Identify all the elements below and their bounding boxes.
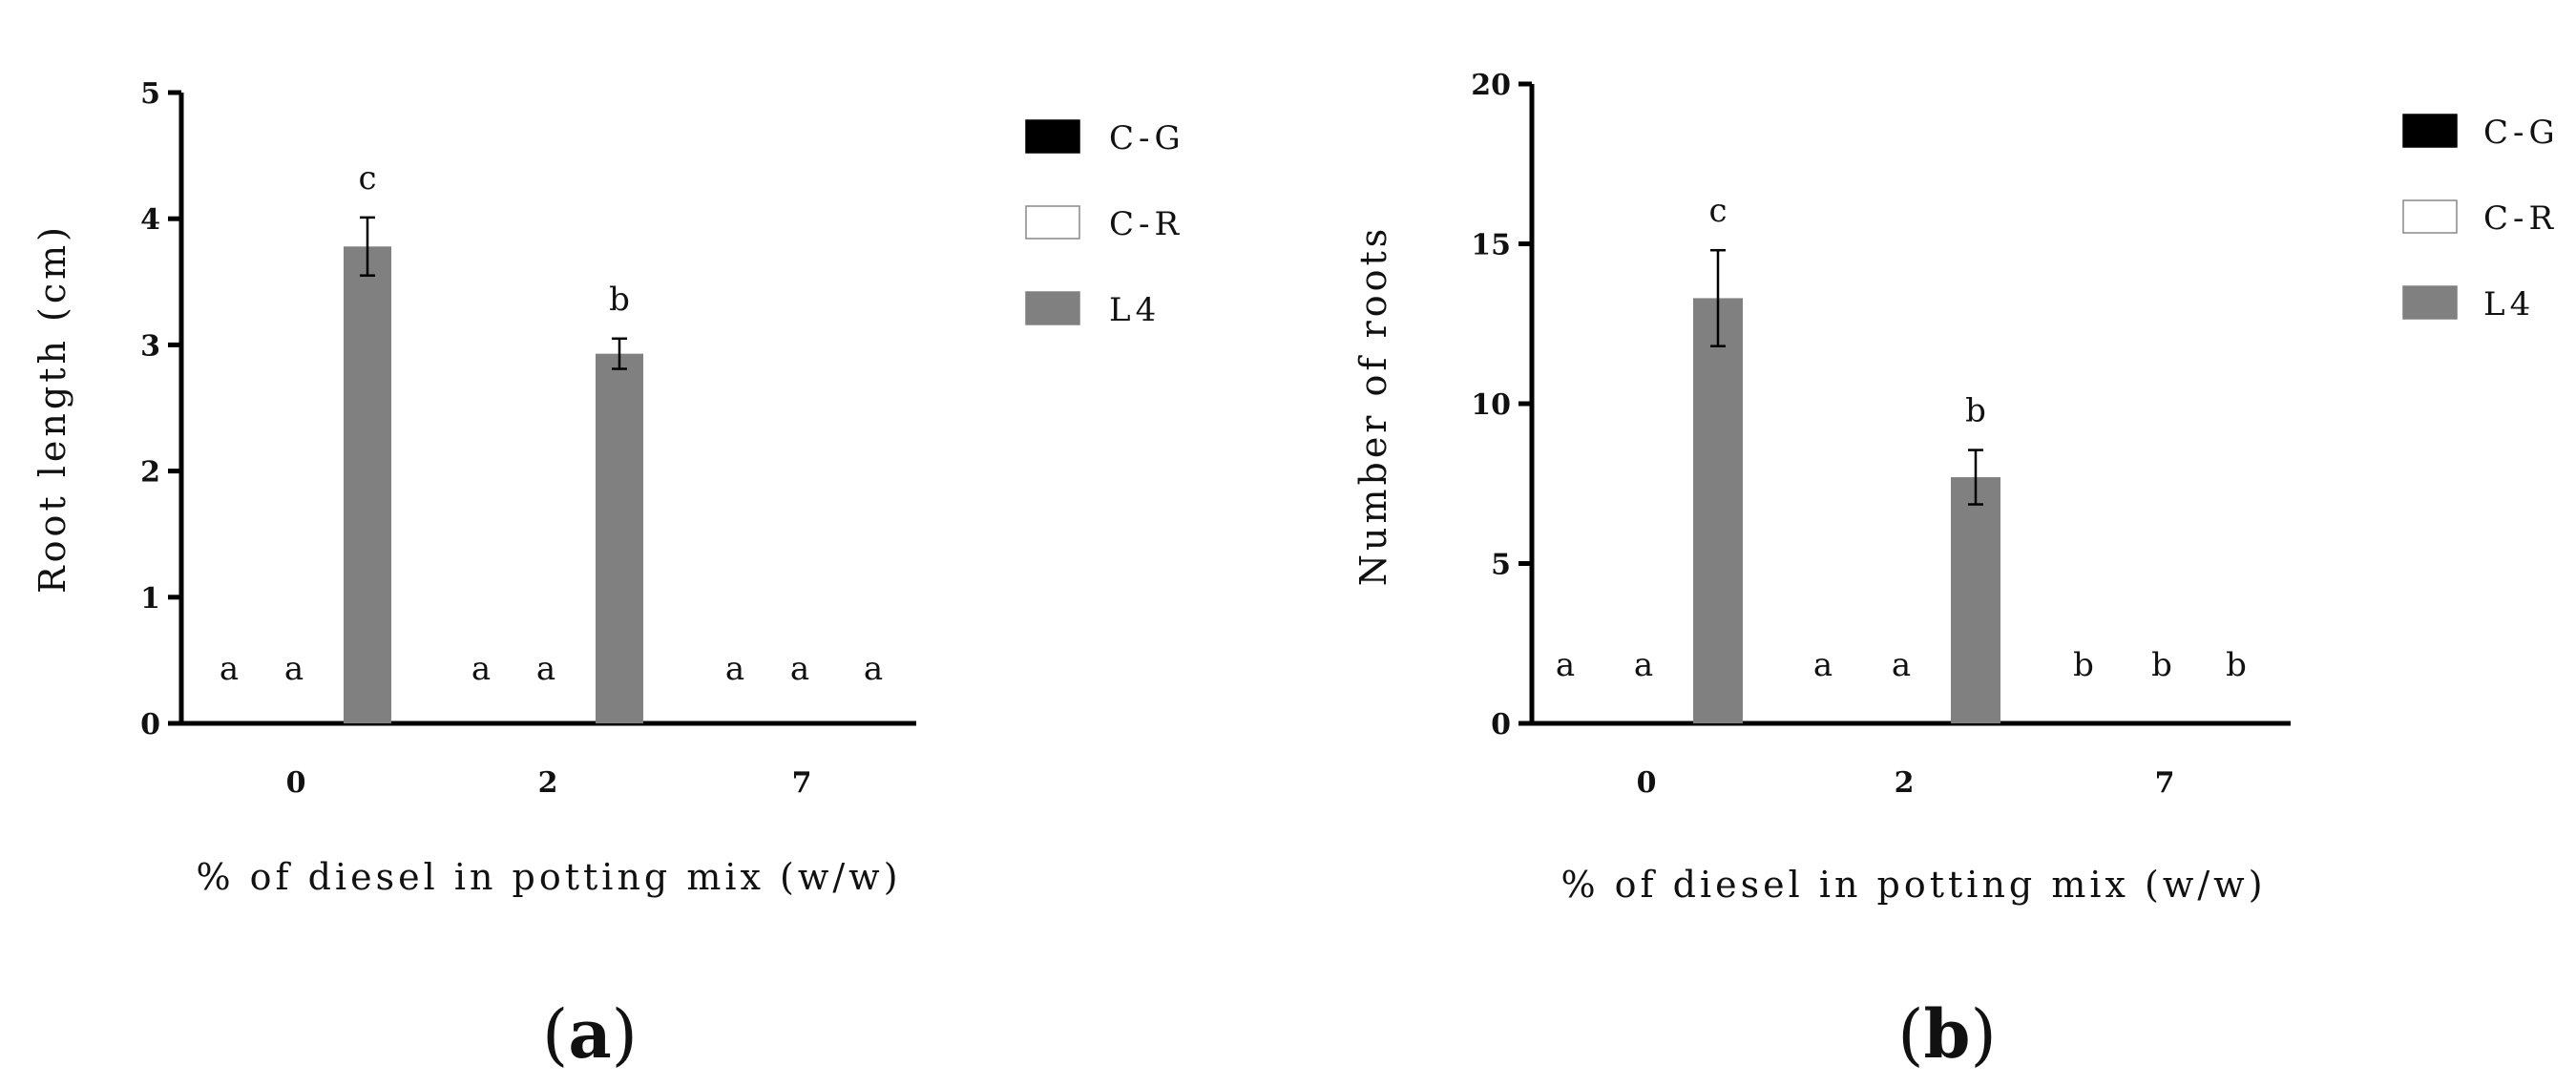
chart-a-sig-letter-l4: b — [609, 281, 630, 319]
chart-b-y-tick-label: 15 — [1471, 229, 1511, 262]
chart-a: 0 1 2 3 4 5 0 2 7 a a a a a a c b a Root length (cm) % … — [31, 77, 1185, 1074]
chart-a-x-axis-label: % of diesel in potting mix (w/w) — [196, 856, 901, 898]
chart-b-legend-label-cr: C-R — [2483, 199, 2558, 238]
chart-b-y-tick-label: 10 — [1471, 388, 1511, 422]
chart-b-y-ticks: 0 5 10 15 20 — [1471, 69, 1532, 741]
chart-b-x-ticks: 0 2 7 — [1637, 766, 2175, 800]
chart-a-sig-letter-cg: a — [725, 650, 744, 688]
chart-a-legend: C-G C-R L4 — [1025, 119, 1185, 329]
chart-b-sig-letter-cr: b — [2151, 646, 2172, 684]
chart-a-panel-label: (a) — [542, 994, 638, 1074]
chart-a-significance-letters: a a a a a a c b a — [220, 159, 883, 688]
chart-a-y-tick-label: 4 — [140, 203, 160, 237]
chart-a-bars — [344, 246, 643, 723]
chart-a-legend-label-l4: L4 — [1109, 291, 1161, 329]
chart-b-y-tick-label: 0 — [1491, 708, 1511, 741]
chart-b-legend-swatch-cg — [2402, 114, 2458, 148]
chart-b-sig-letter-l4: c — [1708, 192, 1727, 230]
chart-a-y-axis-label: Root length (cm) — [31, 223, 73, 594]
chart-a-sig-letter-cg: a — [471, 650, 491, 688]
chart-b: 0 5 10 15 20 0 2 7 a a b a a b c b b Number of roots %… — [1352, 69, 2560, 1074]
chart-b-legend-swatch-l4 — [2402, 285, 2458, 320]
chart-a-sig-letter-cr: a — [284, 650, 304, 688]
chart-a-x-ticks: 0 2 7 — [286, 766, 812, 800]
chart-a-bar-l4 — [344, 246, 391, 723]
chart-b-sig-letter-cr: a — [1892, 646, 1911, 684]
chart-b-bar-l4 — [1951, 477, 2000, 723]
chart-b-x-tick-label: 2 — [1895, 766, 1915, 800]
chart-a-y-tick-label: 2 — [140, 456, 160, 490]
chart-a-legend-label-cr: C-R — [1109, 205, 1183, 243]
chart-b-legend: C-G C-R L4 — [2402, 114, 2560, 324]
chart-b-sig-letter-cg: a — [1813, 646, 1833, 684]
chart-b-bars — [1693, 298, 2000, 723]
chart-b-sig-letter-l4: b — [1965, 392, 1986, 430]
chart-a-y-ticks: 0 1 2 3 4 5 — [140, 77, 181, 741]
chart-a-bar-l4 — [596, 353, 643, 723]
chart-b-bar-l4 — [1693, 298, 1743, 723]
chart-a-y-tick-label: 3 — [140, 329, 160, 363]
chart-a-legend-swatch-cr — [1025, 205, 1080, 240]
chart-b-x-tick-label: 7 — [2155, 766, 2175, 800]
chart-b-y-axis-label: Number of roots — [1352, 225, 1394, 587]
chart-b-y-tick-label: 5 — [1491, 549, 1511, 582]
chart-b-y-tick-label: 20 — [1471, 69, 1511, 102]
chart-a-sig-letter-l4: c — [358, 159, 376, 198]
chart-a-sig-letter-cr: a — [536, 650, 555, 688]
chart-b-legend-label-l4: L4 — [2483, 285, 2535, 324]
chart-a-x-tick-label: 0 — [286, 766, 306, 800]
chart-a-legend-swatch-cg — [1025, 119, 1080, 154]
chart-b-significance-letters: a a b a a b c b b — [1556, 192, 2247, 684]
chart-b-legend-label-cg: C-G — [2483, 114, 2560, 152]
chart-b-legend-swatch-cr — [2402, 199, 2458, 234]
chart-a-x-tick-label: 7 — [792, 766, 812, 800]
chart-b-sig-letter-cr: a — [1634, 646, 1653, 684]
chart-a-y-tick-label: 5 — [140, 77, 160, 111]
chart-a-sig-letter-cg: a — [220, 650, 239, 688]
chart-b-sig-letter-cg: a — [1556, 646, 1575, 684]
chart-a-error-bars — [360, 216, 627, 370]
chart-a-legend-label-cg: C-G — [1109, 119, 1185, 157]
chart-b-x-tick-label: 0 — [1637, 766, 1657, 800]
chart-b-sig-letter-l4: b — [2226, 646, 2247, 684]
chart-a-sig-letter-cr: a — [790, 650, 809, 688]
chart-a-y-tick-label: 0 — [140, 708, 160, 741]
chart-a-x-tick-label: 2 — [538, 766, 558, 800]
chart-b-x-axis-label: % of diesel in potting mix (w/w) — [1560, 864, 2266, 906]
chart-a-y-tick-label: 1 — [140, 582, 160, 616]
chart-a-sig-letter-l4: a — [864, 650, 883, 688]
chart-b-sig-letter-cg: b — [2073, 646, 2094, 684]
chart-a-legend-swatch-l4 — [1025, 291, 1080, 325]
chart-b-panel-label: (b) — [1897, 994, 1997, 1074]
chart-b-error-bars — [1710, 248, 1983, 506]
